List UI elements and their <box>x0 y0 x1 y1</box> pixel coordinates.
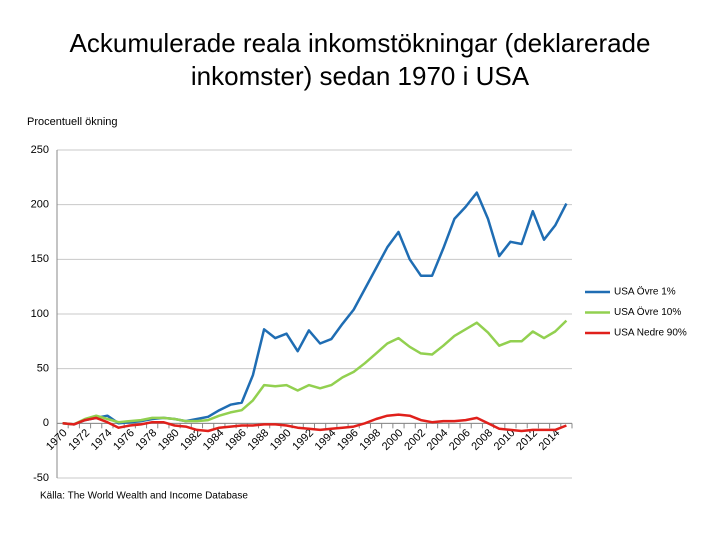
series-line <box>62 319 568 426</box>
legend-label: USA Övre 10% <box>614 306 681 318</box>
y-tick-label: 200 <box>31 199 49 211</box>
y-tick-label: 0 <box>43 417 49 429</box>
x-tick-label: 1978 <box>134 427 160 453</box>
y-axis-label: Procentuell ökning <box>27 116 118 128</box>
chart-title: Ackumulerade reala inkomstökningar (dekl… <box>70 28 651 91</box>
y-tick-label: 100 <box>31 308 49 320</box>
x-tick-label: 2000 <box>380 427 406 453</box>
x-tick-label: 1990 <box>268 427 294 453</box>
x-tick-label: 2004 <box>425 427 451 453</box>
x-tick-label: 1986 <box>223 427 249 453</box>
x-tick-label: 1976 <box>111 427 137 453</box>
x-tick-label: 1974 <box>89 427 115 453</box>
series-line <box>62 191 568 426</box>
y-tick-label: 150 <box>31 253 49 265</box>
title-line: inkomster) sedan 1970 i USA <box>191 61 530 91</box>
x-tick-label: 2008 <box>469 427 495 453</box>
x-tick-label: 1998 <box>357 427 383 453</box>
x-tick-label: 1994 <box>313 427 339 453</box>
x-tick-label: 2002 <box>402 427 428 453</box>
x-tick-label: 1972 <box>66 427 92 453</box>
x-tick-label: 1980 <box>156 427 182 453</box>
y-tick-label: -50 <box>33 472 49 484</box>
x-tick-label: 1996 <box>335 427 361 453</box>
x-tick-label: 1992 <box>290 427 316 453</box>
x-tick-label: 2006 <box>447 427 473 453</box>
y-tick-label: 250 <box>31 144 49 156</box>
source: Källa: The World Wealth and Income Datab… <box>40 491 248 502</box>
title-line: Ackumulerade reala inkomstökningar (dekl… <box>70 28 651 58</box>
series-line <box>62 413 567 433</box>
x-tick-label: 1988 <box>245 427 271 453</box>
legend-label: USA Nedre 90% <box>614 328 687 339</box>
legend-label: USA Övre 1% <box>614 286 676 298</box>
y-tick-label: 50 <box>37 363 49 375</box>
